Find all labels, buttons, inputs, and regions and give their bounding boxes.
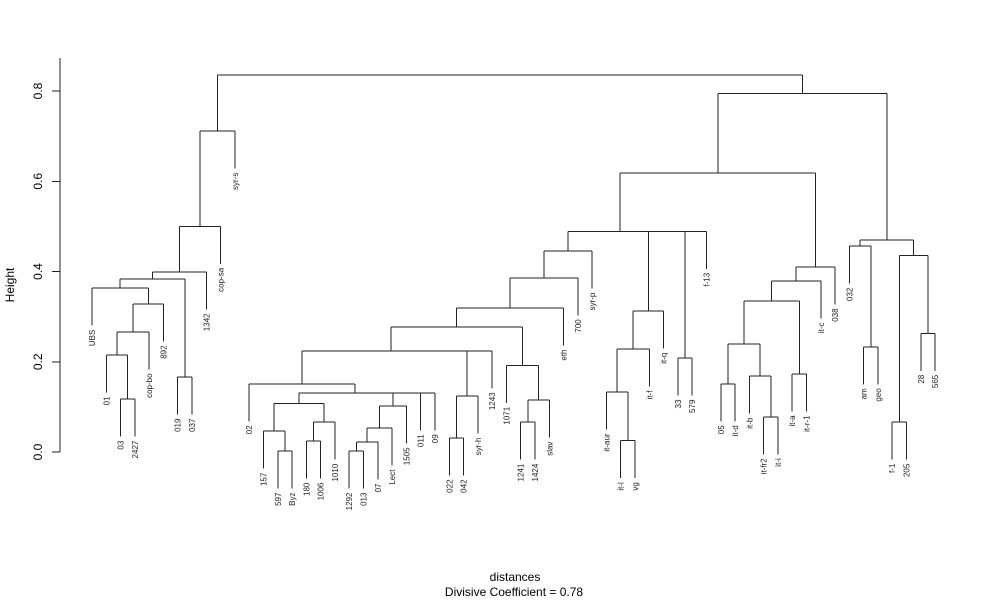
leaf-label: 579 — [688, 399, 697, 413]
y-tick-label: 0.6 — [31, 173, 45, 190]
leaf-label: 1071 — [502, 406, 511, 424]
y-axis-title: Height — [3, 267, 17, 302]
leaf-label: 03 — [117, 440, 126, 449]
leaf-labels: 03 2427 01 cop-bo 892 UBS 019 037 1342 cop-sa syr-… — [88, 173, 940, 511]
leaf-label: 1006 — [317, 482, 326, 500]
leaf-label: 05 — [717, 425, 726, 434]
leaf-label: 022 — [445, 479, 454, 493]
leaf-label: it-r-1 — [803, 415, 812, 432]
leaf-label: 205 — [903, 463, 912, 477]
leaf-label: Byz — [288, 493, 297, 506]
leaf-label: it-fr2 — [760, 458, 769, 475]
leaf-label: it-c — [817, 322, 826, 333]
leaf-label: 1241 — [517, 463, 526, 481]
leaf-label: it-a — [788, 415, 797, 427]
leaf-label: am — [860, 388, 869, 399]
leaf-label: 019 — [174, 418, 183, 432]
leaf-label: f-13 — [702, 272, 711, 286]
y-tick-label: 0.2 — [31, 353, 45, 370]
leaf-label: 180 — [302, 482, 311, 496]
leaf-label: 892 — [159, 345, 168, 359]
leaf-label: UBS — [88, 330, 97, 346]
leaf-label: 038 — [831, 308, 840, 322]
leaf-label: 33 — [674, 399, 683, 408]
y-axis: 0.0 0.2 0.4 0.6 0.8 — [31, 58, 61, 460]
leaf-label: syr-s — [231, 173, 240, 190]
leaf-label: syr-p — [588, 292, 597, 310]
leaf-label: eth — [560, 350, 569, 361]
leaf-label: 037 — [188, 418, 197, 432]
leaf-label: it-q — [660, 353, 669, 364]
leaf-label: 1424 — [531, 463, 540, 481]
leaf-label: vg — [631, 482, 640, 490]
leaf-label: it-b — [745, 417, 754, 429]
leaf-label: 032 — [845, 287, 854, 301]
y-tick-label: 0.0 — [31, 443, 45, 460]
leaf-label: Lect — [388, 469, 397, 485]
leaf-label: 597 — [274, 492, 283, 506]
leaf-label: geo — [874, 388, 883, 402]
leaf-label: 042 — [460, 479, 469, 493]
leaf-label: 700 — [574, 319, 583, 333]
y-tick-label: 0.8 — [31, 82, 45, 99]
leaf-label: 1505 — [402, 447, 411, 465]
leaf-label: 011 — [417, 434, 426, 447]
leaf-label: 1010 — [331, 463, 340, 481]
x-axis-title: distances — [490, 570, 541, 584]
leaf-label: 157 — [259, 472, 268, 486]
leaf-label: syr-h — [474, 437, 483, 455]
divisive-coefficient: Divisive Coefficient = 0.78 — [445, 585, 584, 599]
leaf-label: it-aur — [602, 433, 611, 452]
leaf-label: f-1 — [888, 463, 897, 473]
leaf-label: cop-bo — [145, 373, 154, 398]
leaf-label: cop-sa — [217, 267, 226, 292]
leaf-label: 07 — [374, 483, 383, 492]
leaf-label: slav — [545, 442, 554, 456]
leaf-label: 1342 — [202, 313, 211, 331]
leaf-label: 1243 — [488, 392, 497, 410]
leaf-label: it-f — [645, 390, 654, 400]
leaf-label: 09 — [431, 434, 440, 443]
leaf-label: 1292 — [345, 492, 354, 510]
leaf-label: 565 — [931, 374, 940, 388]
leaf-label: 28 — [917, 374, 926, 383]
leaf-label: it-d — [731, 425, 740, 436]
leaf-label: 013 — [360, 492, 369, 506]
leaf-label: 02 — [245, 425, 254, 434]
dendrogram-tree — [91, 74, 936, 489]
leaf-label: it-i — [774, 458, 783, 467]
leaf-label: it-l — [617, 482, 626, 491]
leaf-label: 2427 — [131, 440, 140, 458]
leaf-label: 01 — [102, 396, 111, 405]
y-tick-label: 0.4 — [31, 263, 45, 280]
